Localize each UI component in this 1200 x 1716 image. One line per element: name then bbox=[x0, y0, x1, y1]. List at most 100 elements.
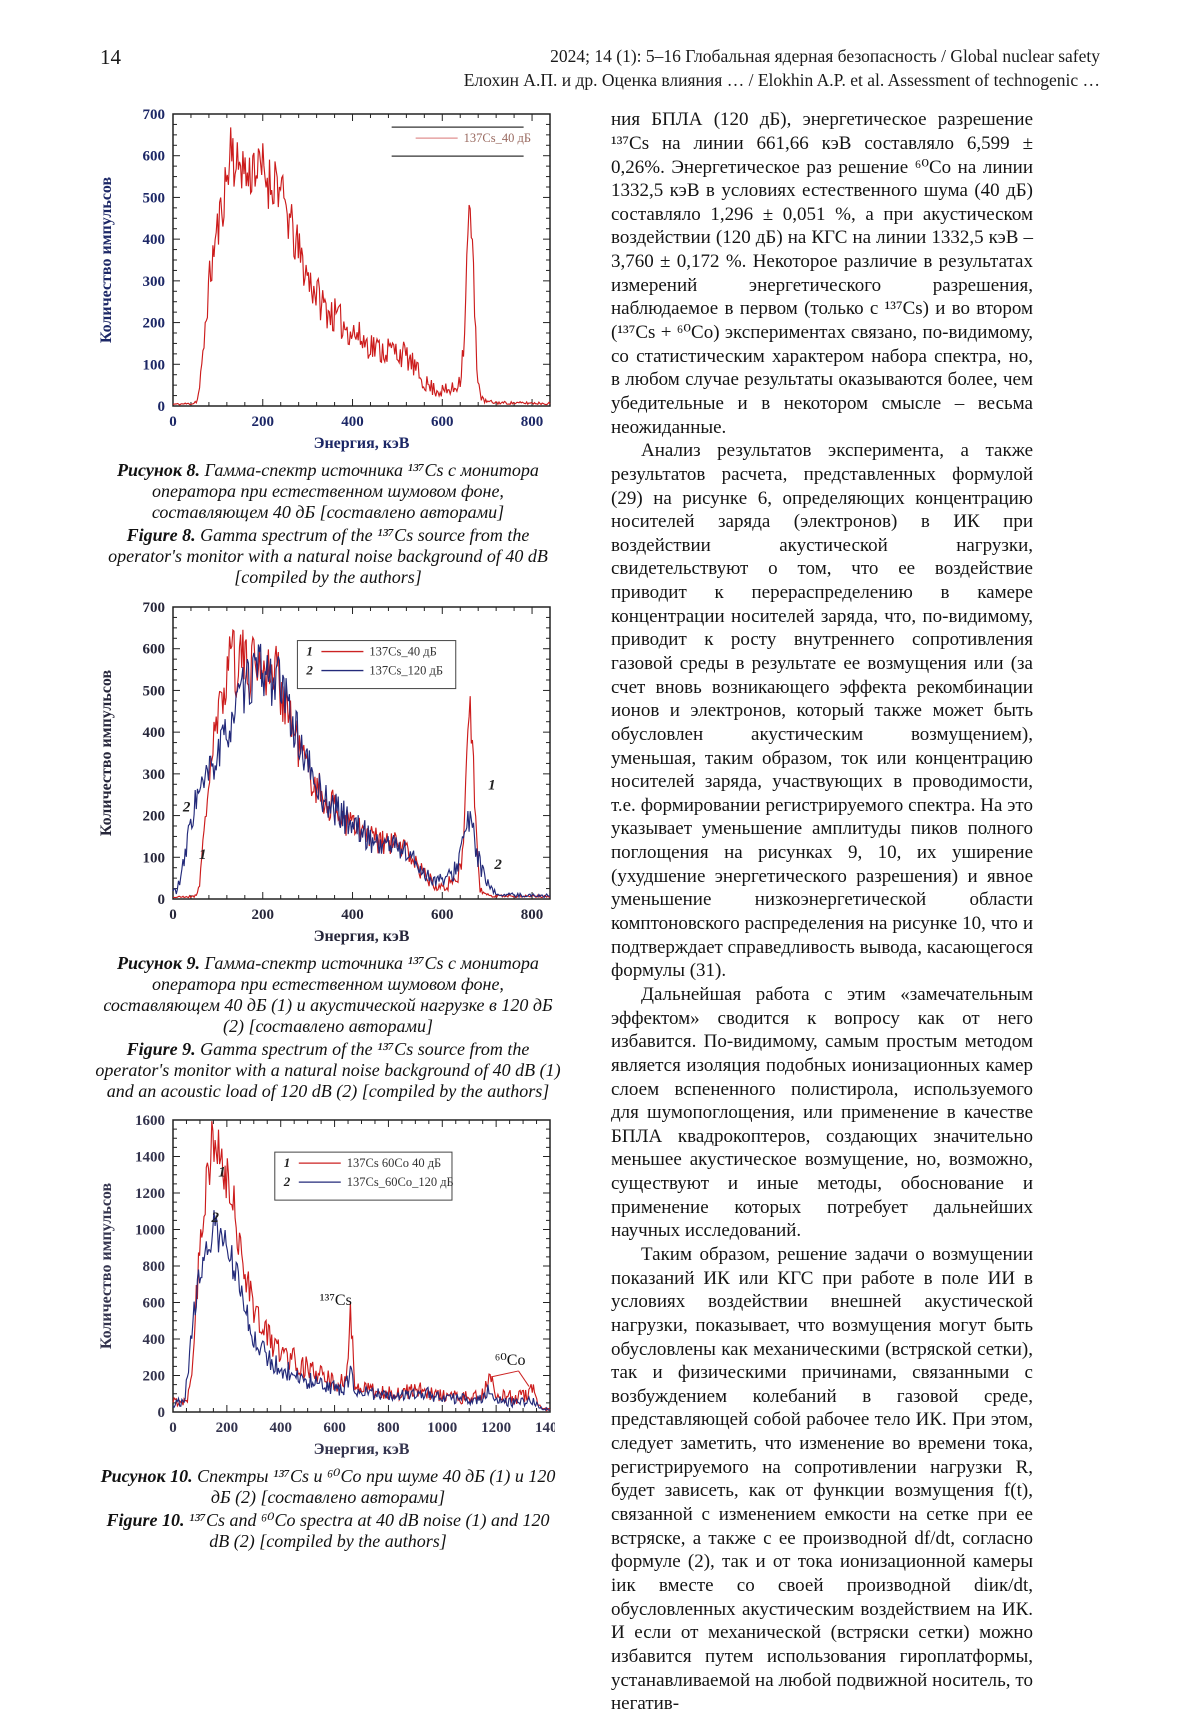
svg-text:800: 800 bbox=[521, 414, 544, 430]
svg-text:2: 2 bbox=[305, 662, 313, 677]
svg-text:1600: 1600 bbox=[135, 1113, 165, 1129]
figure10-caption-ru: Рисунок 10. Спектры ¹³⁷Cs и ⁶⁰Co при шум… bbox=[95, 1466, 561, 1508]
svg-text:1000: 1000 bbox=[135, 1222, 165, 1238]
svg-text:700: 700 bbox=[143, 600, 166, 616]
svg-text:0: 0 bbox=[169, 907, 177, 923]
svg-text:400: 400 bbox=[143, 1332, 166, 1348]
svg-text:200: 200 bbox=[252, 414, 275, 430]
figure8-caption-en-label: Figure 8. bbox=[126, 525, 196, 546]
body-paragraph: Дальнейшая работа с этим «замечательным … bbox=[611, 983, 1033, 1242]
svg-text:400: 400 bbox=[341, 907, 364, 923]
figures-column: 0 200 400 600 800 0 100 200 300 400 500 600 700 Энерг… bbox=[95, 106, 561, 1716]
figure9-caption-en: Figure 9. Gamma spectrum of the ¹³⁷Cs so… bbox=[95, 1039, 561, 1102]
svg-text:Количество импульсов: Количество импульсов bbox=[98, 177, 115, 344]
figure8-caption-ru: Рисунок 8. Гамма-спектр источника ¹³⁷Cs … bbox=[95, 460, 561, 523]
svg-text:137Cs_40 дБ: 137Cs_40 дБ bbox=[369, 644, 436, 658]
figure10-caption-en-label: Figure 10. bbox=[106, 1509, 185, 1530]
two-column-layout: 0 200 400 600 800 0 100 200 300 400 500 600 700 Энерг… bbox=[0, 106, 1200, 1716]
figure9-caption-en-text: Gamma spectrum of the ¹³⁷Cs source from … bbox=[95, 1038, 561, 1101]
svg-text:200: 200 bbox=[252, 907, 275, 923]
svg-text:400: 400 bbox=[341, 414, 364, 430]
svg-text:0: 0 bbox=[169, 1420, 177, 1436]
running-head: 2024; 14 (1): 5–16 Глобальная ядерная бе… bbox=[464, 45, 1100, 92]
svg-text:1: 1 bbox=[488, 777, 496, 793]
svg-text:Энергия, кэВ: Энергия, кэВ bbox=[314, 435, 410, 452]
figure-10: 0 200 400 600 800 1000 1200 1400 0 200 400 600 800 10… bbox=[95, 1112, 561, 1552]
svg-text:1400: 1400 bbox=[535, 1420, 555, 1436]
svg-text:Количество импульсов: Количество импульсов bbox=[98, 1182, 115, 1349]
svg-text:500: 500 bbox=[143, 191, 166, 207]
svg-text:1200: 1200 bbox=[135, 1186, 165, 1202]
svg-text:0: 0 bbox=[158, 399, 166, 415]
svg-text:300: 300 bbox=[143, 766, 166, 782]
svg-text:400: 400 bbox=[269, 1420, 292, 1436]
svg-text:0: 0 bbox=[169, 414, 177, 430]
svg-text:200: 200 bbox=[216, 1420, 239, 1436]
svg-text:0: 0 bbox=[158, 892, 166, 908]
svg-text:1200: 1200 bbox=[481, 1420, 511, 1436]
svg-text:400: 400 bbox=[143, 232, 166, 248]
svg-text:400: 400 bbox=[143, 725, 166, 741]
svg-text:0: 0 bbox=[158, 1405, 166, 1421]
svg-text:600: 600 bbox=[143, 149, 166, 165]
svg-text:1: 1 bbox=[218, 1164, 226, 1180]
figure9-caption-ru-text: Гамма-спектр источника ¹³⁷Cs с монитора … bbox=[103, 952, 553, 1036]
figure9-caption-ru-label: Рисунок 9. bbox=[117, 952, 201, 973]
svg-text:1: 1 bbox=[306, 643, 313, 658]
running-head-line2: Елохин А.П. и др. Оценка влияния … / Elo… bbox=[463, 69, 1100, 90]
figure10-caption-ru-text: Спектры ¹³⁷Cs и ⁶⁰Co при шуме 40 дБ (1) … bbox=[197, 1465, 556, 1507]
svg-text:800: 800 bbox=[377, 1420, 400, 1436]
body-paragraph: Таким образом, решение задачи о возмущен… bbox=[611, 1244, 1033, 1715]
svg-text:137Cs_120 дБ: 137Cs_120 дБ bbox=[369, 663, 443, 677]
svg-text:600: 600 bbox=[143, 1295, 166, 1311]
svg-text:137Cs_40 дБ: 137Cs_40 дБ bbox=[464, 131, 531, 145]
svg-text:600: 600 bbox=[431, 414, 454, 430]
svg-text:2: 2 bbox=[493, 856, 502, 872]
svg-text:300: 300 bbox=[143, 274, 166, 290]
figure9-gamma-spectrum-chart: 0 200 400 600 800 0 100 200 300 400 500 600 700 Энерг… bbox=[98, 600, 551, 945]
figure8-caption-ru-text: Гамма-спектр источника ¹³⁷Cs с монитора … bbox=[151, 460, 539, 523]
svg-text:1: 1 bbox=[199, 846, 207, 862]
figure-8: 0 200 400 600 800 0 100 200 300 400 500 600 700 Энерг… bbox=[95, 106, 561, 588]
figure8-caption-en: Figure 8. Gamma spectrum of the ¹³⁷Cs so… bbox=[95, 525, 561, 588]
svg-text:1: 1 bbox=[284, 1155, 291, 1170]
svg-text:600: 600 bbox=[143, 641, 166, 657]
svg-text:2: 2 bbox=[283, 1174, 291, 1189]
svg-text:200: 200 bbox=[143, 1368, 166, 1384]
svg-text:137Cs 60Co 40 дБ: 137Cs 60Co 40 дБ bbox=[347, 1156, 441, 1170]
page-header: 14 2024; 14 (1): 5–16 Глобальная ядерная… bbox=[0, 0, 1200, 92]
svg-text:800: 800 bbox=[143, 1259, 166, 1275]
svg-text:600: 600 bbox=[323, 1420, 346, 1436]
figure8-gamma-spectrum-chart: 0 200 400 600 800 0 100 200 300 400 500 600 700 Энерг… bbox=[98, 107, 551, 452]
page-number: 14 bbox=[100, 45, 121, 69]
svg-text:Энергия, кэВ: Энергия, кэВ bbox=[314, 1441, 410, 1458]
body-column: ния БПЛА (120 дБ), энергетическое разреш… bbox=[611, 106, 1033, 1716]
svg-text:¹³⁷Cs: ¹³⁷Cs bbox=[320, 1292, 352, 1309]
svg-text:Количество импульсов: Количество импульсов bbox=[98, 669, 115, 836]
svg-text:137Cs_60Co_120 дБ: 137Cs_60Co_120 дБ bbox=[347, 1175, 454, 1189]
figure9-caption-en-label: Figure 9. bbox=[126, 1038, 196, 1059]
running-head-line1: 2024; 14 (1): 5–16 Глобальная ядерная бе… bbox=[550, 46, 1100, 66]
svg-text:200: 200 bbox=[143, 808, 166, 824]
body-paragraph: ния БПЛА (120 дБ), энергетическое разреш… bbox=[611, 109, 1033, 438]
svg-text:1400: 1400 bbox=[135, 1149, 165, 1165]
body-paragraph: Анализ результатов эксперимента, а также… bbox=[611, 440, 1033, 982]
figure8-caption-ru-label: Рисунок 8. bbox=[117, 460, 201, 481]
figure-9: 0 200 400 600 800 0 100 200 300 400 500 600 700 Энерг… bbox=[95, 599, 561, 1102]
svg-text:800: 800 bbox=[521, 907, 544, 923]
svg-text:2: 2 bbox=[182, 799, 191, 815]
svg-text:2: 2 bbox=[211, 1210, 220, 1226]
svg-text:200: 200 bbox=[143, 316, 166, 332]
figure9-caption-ru: Рисунок 9. Гамма-спектр источника ¹³⁷Cs … bbox=[95, 953, 561, 1037]
figure10-caption-ru-label: Рисунок 10. bbox=[100, 1465, 193, 1486]
svg-text:600: 600 bbox=[431, 907, 454, 923]
figure8-caption-en-text: Gamma spectrum of the ¹³⁷Cs source from … bbox=[108, 525, 548, 588]
figure10-caption-en: Figure 10. ¹³⁷Cs and ⁶⁰Co spectra at 40 … bbox=[95, 1510, 561, 1552]
svg-text:⁶⁰Co: ⁶⁰Co bbox=[495, 1352, 526, 1369]
figure10-caption-en-text: ¹³⁷Cs and ⁶⁰Co spectra at 40 dB noise (1… bbox=[189, 1509, 550, 1551]
svg-text:Энергия, кэВ: Энергия, кэВ bbox=[314, 928, 410, 945]
figure10-spectra-chart: 0 200 400 600 800 1000 1200 1400 0 200 400 600 800 10… bbox=[98, 1113, 555, 1458]
svg-text:100: 100 bbox=[143, 850, 166, 866]
svg-text:500: 500 bbox=[143, 683, 166, 699]
